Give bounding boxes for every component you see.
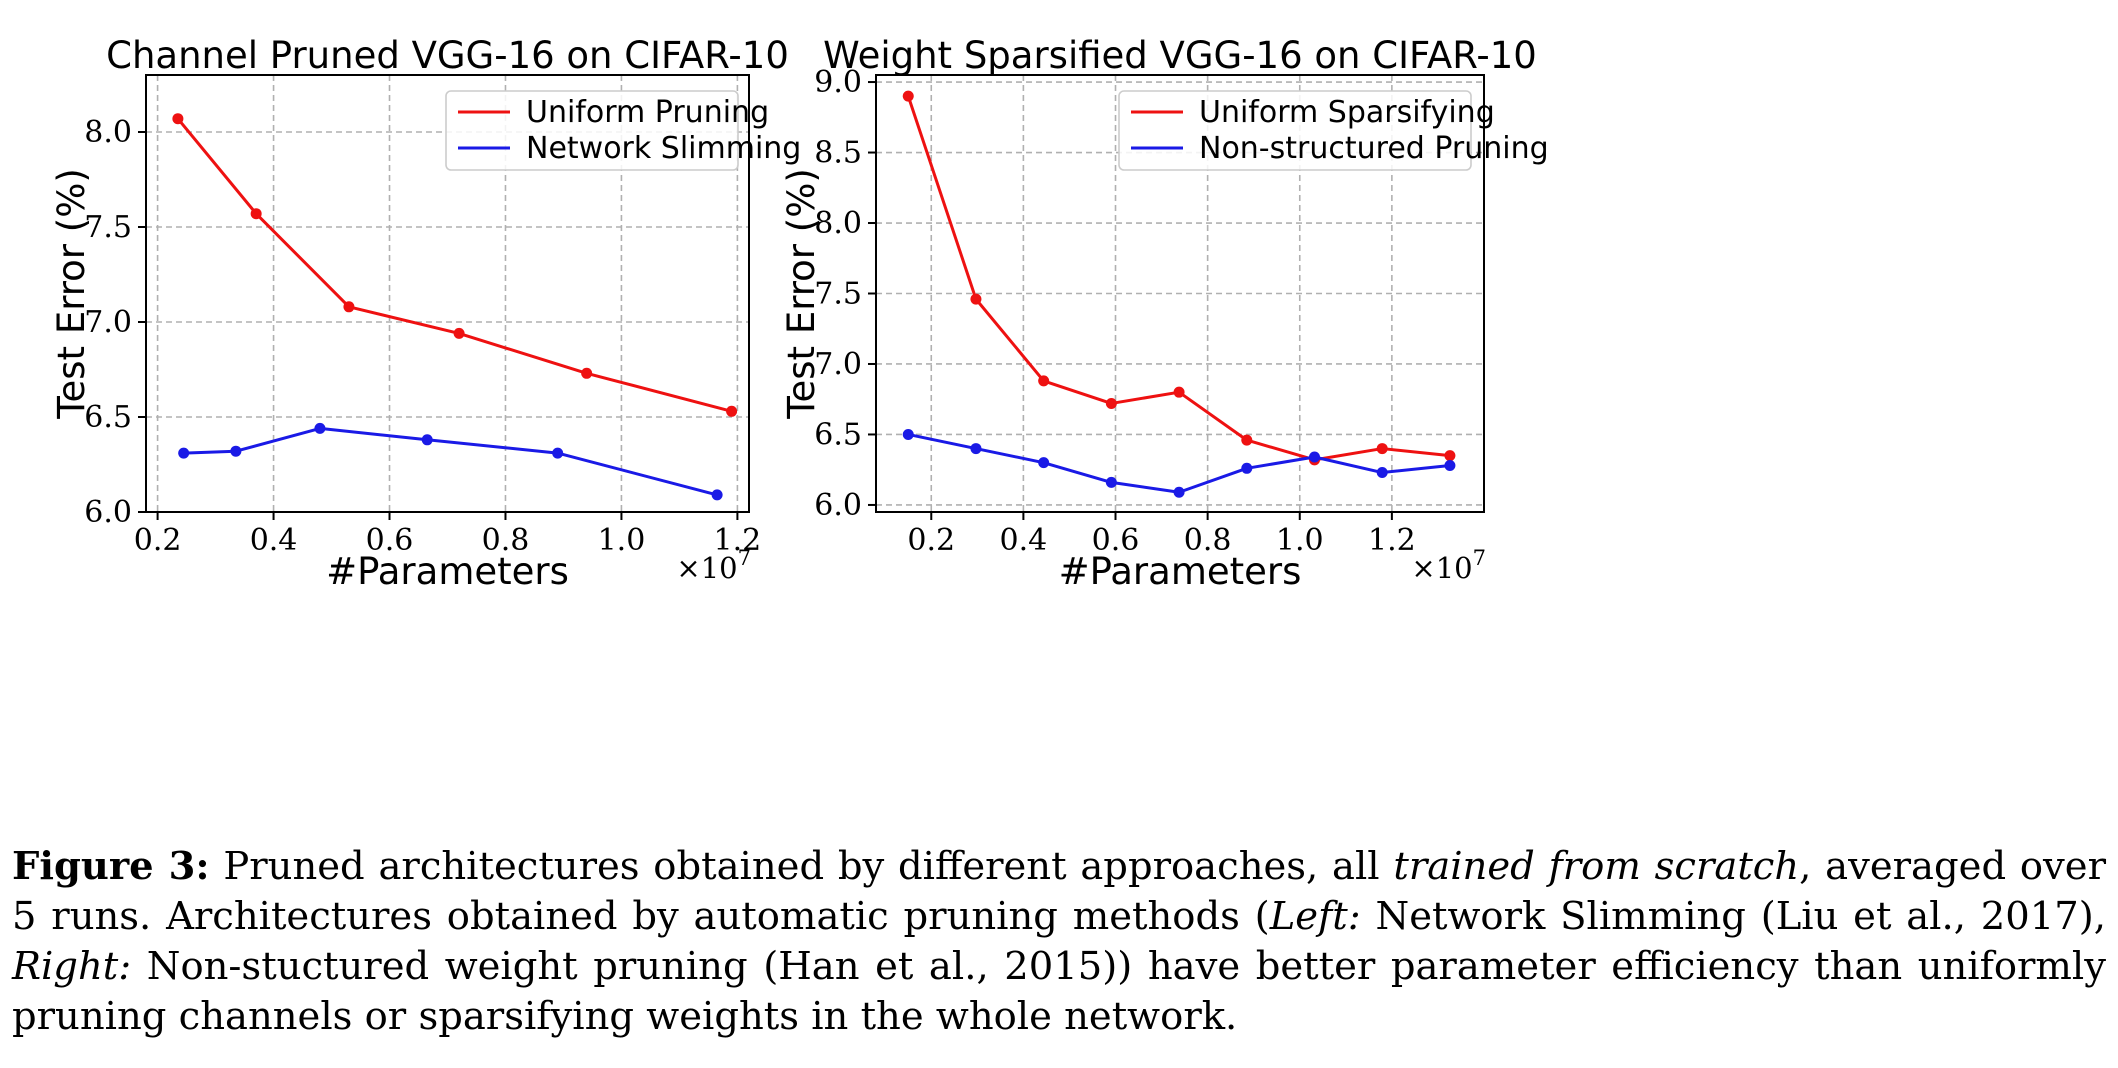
data-point [711,489,723,501]
data-point [902,428,914,440]
legend-label: Non-structured Pruning [1199,131,1549,166]
series-line-blue [907,432,1451,494]
caption-italic-2: Left: [1269,894,1361,939]
data-point [230,445,242,457]
data-point [172,113,184,125]
data-point [1308,451,1320,463]
caption-italic-1: trained from scratch [1393,844,1800,889]
chart-left-channel-pruned: 0.2 0.4 0.6 0.8 1.0 1.2 6.0 6.5 7.0 7.5 8.0 Channel… [50,34,801,593]
data-point [1173,386,1185,398]
legend-label: Uniform Pruning [526,95,769,130]
data-point [1376,467,1388,479]
data-point [581,367,593,379]
plot-frame [145,74,750,513]
y-tick-label: 6.0 [84,495,132,530]
x-axis-label: #Parameters [1059,550,1302,593]
figure-caption: Figure 3: Pruned architectures obtained … [12,842,2106,1042]
data-point [453,327,465,339]
data-point [1038,457,1050,469]
y-axis-label: Test Error (%) [50,168,93,420]
caption-text-4: Non-stuctured weight pruning (Han et al.… [12,944,2106,1039]
x-axis-label: #Parameters [326,550,569,593]
x-tick-label: 1.0 [598,523,646,558]
x-tick-label: 1.2 [1368,523,1416,558]
y-tick-label: 9.0 [814,65,862,100]
data-point [1241,462,1253,474]
y-tick-label: 7.0 [84,305,132,340]
series-line-blue [183,426,718,497]
caption-italic-3: Right: [12,944,132,989]
data-point [343,301,355,313]
data-point [1241,434,1253,446]
legend-box [445,90,739,171]
legend-label: Uniform Sparsifying [1199,95,1495,130]
x-tick-label: 1.2 [714,523,762,558]
data-point [1444,450,1456,462]
data-point [1105,397,1117,409]
x-tick-label: 0.2 [134,523,182,558]
x-tick-label: 0.6 [1092,523,1140,558]
chart-title: Channel Pruned VGG-16 on CIFAR-10 [106,34,789,77]
chart-right-weight-sparsified: 0.2 0.4 0.6 0.8 1.0 1.2 6.0 6.5 7.0 7.5 8.0 8.5 9.0W… [780,34,1549,593]
x-scale-multiplier: ×107 [1411,546,1486,585]
data-point [1173,486,1185,498]
y-tick-label: 7.5 [814,277,862,312]
data-point [970,443,982,455]
y-tick-label: 7.0 [814,347,862,382]
data-point [421,434,433,446]
x-tick-label: 0.4 [250,523,298,558]
figure-3-charts: 0.2 0.4 0.6 0.8 1.0 1.2 6.0 6.5 7.0 7.5 8.0 Channel… [50,34,1549,593]
data-point [970,293,982,305]
data-point [1444,459,1456,471]
data-point [552,447,564,459]
caption-text-1: Pruned architectures obtained by differe… [209,844,1394,889]
y-tick-label: 6.5 [84,400,132,435]
data-point [726,405,738,417]
x-scale-base: ×10 [1411,551,1472,585]
data-point [178,447,190,459]
caption-text-2: , averaged over 5 runs. Architectures ob… [12,844,2106,939]
y-tick-label: 6.5 [814,417,862,452]
x-tick-label: 0.8 [1184,523,1232,558]
x-tick-label: 1.0 [1276,523,1324,558]
data-point [1038,375,1050,387]
y-tick-label: 6.0 [814,488,862,523]
caption-text-3: Network Slimming (Liu et al., 2017), [1360,894,2106,939]
x-scale-base: ×10 [676,551,737,585]
x-tick-label: 0.2 [907,523,955,558]
data-point [314,422,326,434]
data-point [250,208,262,220]
x-scale-exponent: 7 [738,546,751,570]
y-tick-label: 7.5 [84,210,132,245]
x-tick-label: 0.6 [366,523,414,558]
legend-label: Network Slimming [526,131,801,166]
x-scale-exponent: 7 [1473,546,1486,570]
y-axis-label: Test Error (%) [780,168,823,420]
y-tick-label: 8.5 [814,136,862,171]
x-tick-label: 0.8 [482,523,530,558]
legend-box [1118,90,1472,171]
caption-label: Figure 3: [12,844,210,889]
x-tick-label: 0.4 [1000,523,1048,558]
y-tick-label: 8.0 [84,115,132,150]
data-point [1105,476,1117,488]
data-point [1376,443,1388,455]
data-point [902,90,914,102]
series-line-red [176,117,732,413]
chart-title: Weight Sparsified VGG-16 on CIFAR-10 [823,34,1537,77]
x-scale-multiplier: ×107 [676,546,751,585]
y-tick-label: 8.0 [814,206,862,241]
